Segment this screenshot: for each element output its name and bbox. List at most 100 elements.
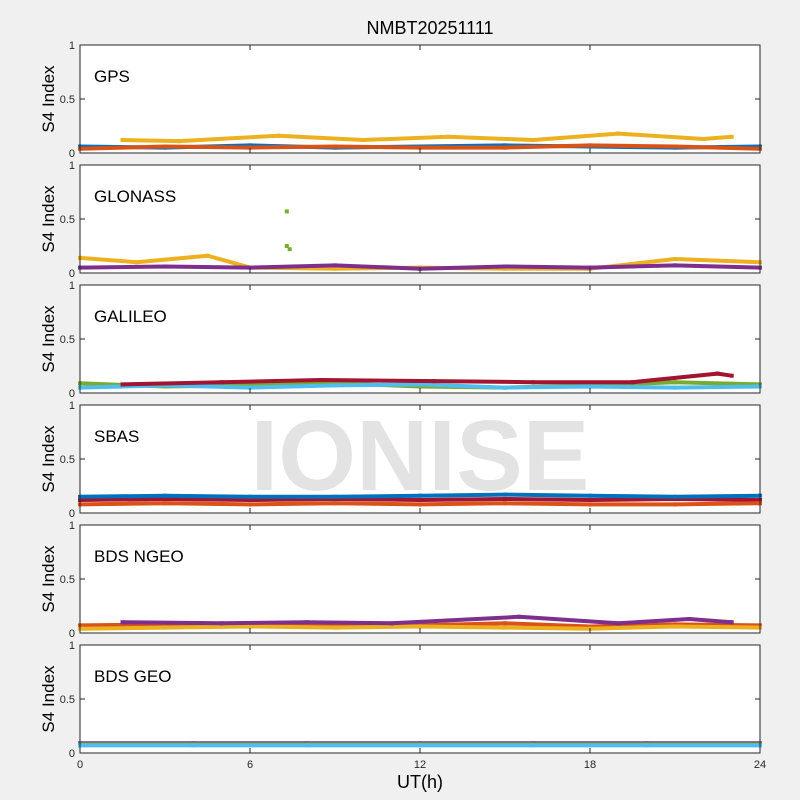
y-tick-label: 0.5 [60, 94, 75, 106]
data-point [446, 134, 451, 139]
data-point [163, 493, 167, 498]
panel-galileo: 0 0.5 1 S4 Index GALILEO [39, 280, 762, 400]
data-point [729, 620, 734, 625]
y-tick-label: 1 [69, 40, 75, 52]
x-axis: 0 6 12 18 24 [77, 759, 766, 771]
data-point [673, 263, 677, 268]
data-point [418, 502, 422, 507]
y-tick-label: 1 [69, 280, 75, 292]
data-point [163, 501, 167, 506]
data-point [389, 621, 394, 626]
series-2 [120, 614, 734, 626]
y-tick-label: 0 [69, 388, 75, 400]
y-tick-label: 1 [69, 400, 75, 412]
y-axis-label: S4 Index [39, 65, 58, 133]
data-point [163, 625, 167, 630]
panel-label: GLONASS [94, 187, 176, 206]
y-tick-label: 1 [69, 160, 75, 172]
y-tick-label: 0 [69, 508, 75, 520]
panel-sbas: 0 0.5 1 S4 Index SBAS [39, 400, 762, 520]
data-point [687, 617, 692, 621]
data-point [333, 383, 337, 388]
data-point [588, 624, 592, 629]
data-point [191, 743, 196, 748]
x-tick-label: 0 [77, 759, 83, 771]
data-point [248, 494, 252, 499]
panel-bds-ngeo: 0 0.5 1 S4 Index BDS NGEO [39, 520, 762, 640]
watermark: IONISE [251, 400, 590, 512]
y-tick-label: 0.5 [60, 694, 75, 706]
data-point [503, 625, 507, 630]
series-2 [120, 131, 734, 144]
data-point [644, 743, 649, 748]
data-point [673, 624, 677, 629]
data-point [248, 624, 252, 629]
data-point [729, 134, 734, 139]
panel-label: GPS [94, 67, 130, 86]
panel-glonass: 0 0.5 1 S4 Index GLONASS [39, 160, 762, 280]
data-point [673, 502, 677, 507]
data-point [418, 384, 422, 389]
data-point [418, 743, 422, 748]
y-axis-label: S4 Index [39, 185, 58, 253]
data-point [177, 139, 182, 144]
y-tick-label: 0.5 [60, 574, 75, 586]
data-point [333, 381, 337, 386]
y-tick-label: 0 [69, 628, 75, 640]
y-axis-label: S4 Index [39, 665, 58, 733]
data-point [673, 257, 677, 261]
y-axis-label: S4 Index [39, 425, 58, 493]
data-point [503, 497, 507, 501]
data-point [588, 502, 592, 507]
data-point [219, 380, 224, 385]
series-2 [78, 743, 762, 748]
data-point [673, 144, 677, 149]
y-tick-label: 1 [69, 520, 75, 532]
panel-gps: 0 0.5 1 S4 Index GPS [39, 40, 762, 160]
data-point [248, 498, 252, 502]
data-point [432, 379, 437, 384]
data-point [673, 385, 677, 390]
data-point [503, 492, 507, 497]
data-point [531, 380, 536, 385]
plot-area [80, 525, 760, 633]
data-point [701, 137, 706, 141]
x-tick-label: 24 [754, 759, 766, 771]
x-tick-label: 12 [414, 759, 426, 771]
data-point [616, 131, 621, 136]
data-point [333, 144, 337, 149]
data-point [205, 253, 210, 258]
data-point [588, 498, 592, 502]
data-point [248, 145, 252, 150]
y-tick-label: 0 [69, 268, 75, 280]
data-point [517, 614, 522, 619]
data-point [673, 497, 677, 501]
series-line [122, 614, 732, 626]
data-point [318, 378, 323, 382]
panel-bds-geo: 0 0.5 1 S4 Index BDS GEO [39, 640, 762, 760]
panel-label: GALILEO [94, 307, 167, 326]
x-tick-label: 6 [247, 759, 253, 771]
data-point [588, 143, 592, 148]
data-point [333, 263, 337, 268]
data-point [503, 145, 507, 150]
data-point [248, 502, 252, 507]
data-point [333, 625, 337, 630]
panels: 0 0.5 1 S4 Index GPS 0 0.5 1 S4 Index GLONASS 0 0.5… [39, 40, 762, 760]
series-line [122, 371, 732, 387]
data-point [333, 497, 337, 501]
data-point [333, 501, 337, 506]
x-tick-label: 18 [584, 759, 596, 771]
data-point [503, 385, 507, 390]
data-point [284, 244, 289, 248]
data-point [120, 138, 125, 142]
y-tick-label: 0 [69, 148, 75, 160]
series-2 [284, 209, 292, 252]
data-point [361, 138, 366, 142]
data-point [163, 264, 167, 269]
data-point [673, 380, 677, 385]
data-point [503, 264, 507, 269]
data-point [134, 260, 139, 265]
data-point [248, 143, 252, 148]
